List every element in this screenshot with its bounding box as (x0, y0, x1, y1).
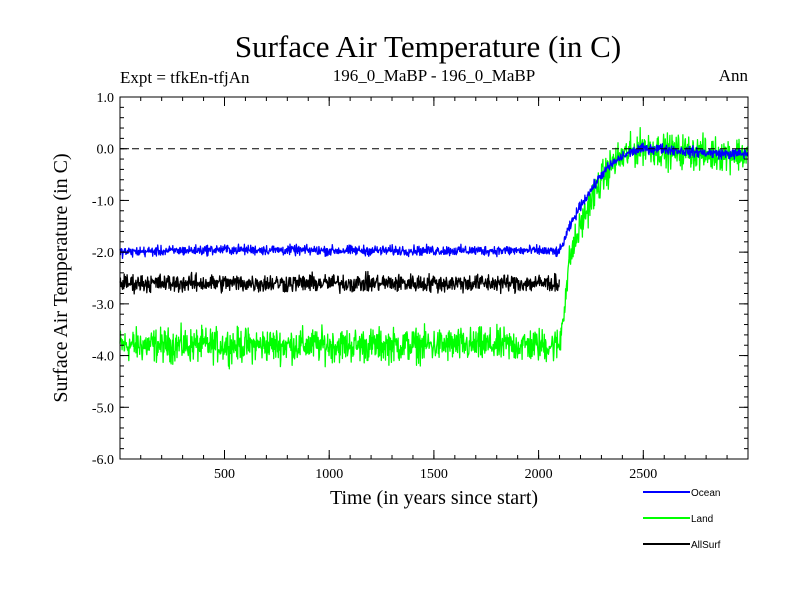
x-tick-label: 1000 (315, 467, 343, 482)
series-line-ocean (119, 142, 749, 260)
y-axis-label: Surface Air Temperature (in C) (50, 153, 72, 402)
chart-title: Surface Air Temperature (in C) (235, 29, 621, 64)
series-line-allsurf (119, 270, 560, 295)
y-tick-label: -6.0 (92, 453, 114, 468)
x-tick-label: 1500 (420, 467, 448, 482)
legend-label-land: Land (691, 514, 713, 525)
y-tick-label: 1.0 (97, 91, 115, 106)
series-line-land (119, 126, 749, 370)
chart-subtitle-right: Ann (719, 66, 749, 85)
y-tick-label: 0.0 (97, 143, 115, 158)
legend-label-allsurf: AllSurf (691, 540, 721, 551)
y-tick-label: -2.0 (92, 246, 114, 261)
chart-subtitle-left: Expt = tfkEn-tfjAn (120, 68, 250, 87)
y-tick-label: -5.0 (92, 401, 114, 416)
legend: Ocean Land AllSurf (643, 488, 721, 551)
chart-subtitle-center: 196_0_MaBP - 196_0_MaBP (333, 66, 535, 85)
y-tick-label: -1.0 (92, 194, 114, 209)
x-tick-label: 500 (214, 467, 235, 482)
x-tick-label: 2000 (525, 467, 553, 482)
y-tick-label: -3.0 (92, 298, 114, 313)
x-axis-label: Time (in years since start) (330, 487, 538, 509)
plot-area: 1.0 0.0 -1.0 -2.0 -3.0 -4.0 -5.0 -6.0 500 1000 150… (92, 91, 749, 482)
legend-label-ocean: Ocean (691, 488, 720, 499)
x-tick-label: 2500 (629, 467, 657, 482)
y-tick-label: -4.0 (92, 350, 114, 365)
